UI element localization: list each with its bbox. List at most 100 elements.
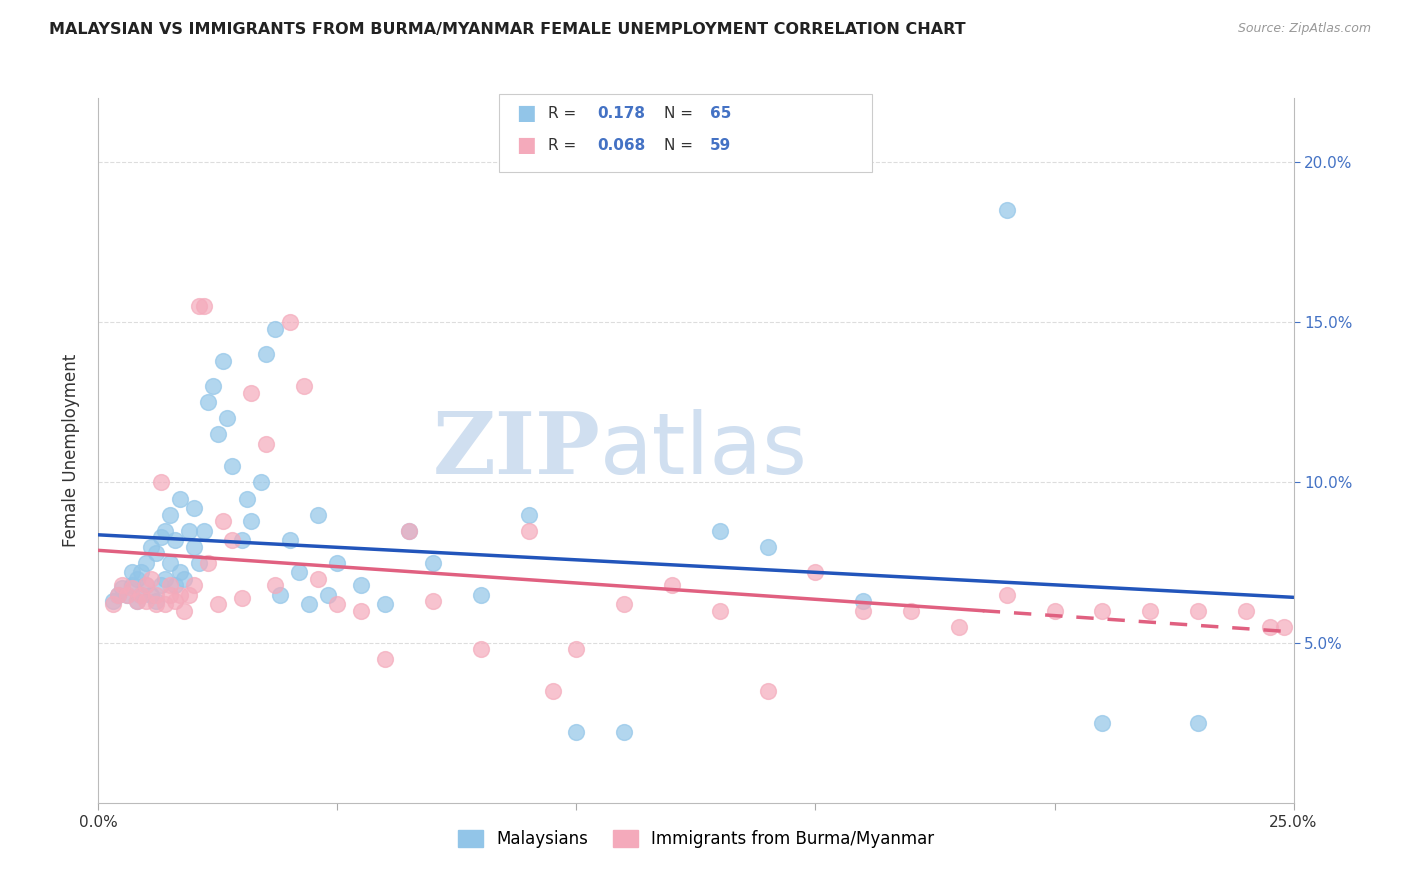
Point [374,597,396,611]
Text: atlas: atlas [600,409,808,492]
Point [398,524,420,538]
Point [1187,715,1209,730]
Point [121,578,143,592]
Point [149,475,172,490]
Point [398,524,420,538]
Text: MALAYSIAN VS IMMIGRANTS FROM BURMA/MYANMAR FEMALE UNEMPLOYMENT CORRELATION CHART: MALAYSIAN VS IMMIGRANTS FROM BURMA/MYANM… [49,22,966,37]
Point [111,578,134,592]
Point [155,597,177,611]
Point [179,588,201,602]
Point [149,530,172,544]
Text: ■: ■ [516,103,536,123]
Point [197,395,219,409]
Point [517,524,540,538]
Point [202,379,225,393]
Text: Source: ZipAtlas.com: Source: ZipAtlas.com [1237,22,1371,36]
Point [125,572,148,586]
Point [221,533,243,548]
Point [131,588,153,602]
Point [470,642,492,657]
Point [125,594,148,608]
Point [159,556,181,570]
Point [948,619,970,633]
Point [163,594,186,608]
Point [565,642,588,657]
Point [756,540,779,554]
Point [709,604,731,618]
Point [852,594,875,608]
Text: 0.178: 0.178 [598,106,645,120]
Point [264,578,287,592]
Point [121,581,143,595]
Text: R =: R = [548,138,582,153]
Point [155,524,177,538]
Point [197,556,219,570]
Point [1139,604,1161,618]
Point [565,725,588,739]
Point [135,556,157,570]
Point [173,604,195,618]
Point [307,572,329,586]
Point [159,588,181,602]
Point [183,540,205,554]
Point [350,604,373,618]
Point [900,604,922,618]
Point [169,491,191,506]
Point [163,533,186,548]
Point [163,578,186,592]
Point [169,565,191,579]
Point [125,594,148,608]
Point [804,565,827,579]
Point [613,597,636,611]
Y-axis label: Female Unemployment: Female Unemployment [62,354,80,547]
Point [264,322,287,336]
Point [422,594,444,608]
Point [1091,715,1114,730]
Point [235,491,257,506]
Point [193,524,215,538]
Point [1258,619,1281,633]
Point [115,588,138,602]
Point [107,588,129,602]
Point [231,591,253,605]
Point [254,347,277,361]
Legend: Malaysians, Immigrants from Burma/Myanmar: Malaysians, Immigrants from Burma/Myanma… [451,822,941,855]
Point [145,594,167,608]
Point [139,572,162,586]
Point [169,588,191,602]
Point [852,604,875,618]
Point [1272,619,1295,633]
Point [183,578,205,592]
Point [517,508,540,522]
Point [250,475,273,490]
Point [217,411,239,425]
Point [179,524,201,538]
Point [159,508,181,522]
Point [101,594,124,608]
Text: 0.068: 0.068 [598,138,645,153]
Text: 65: 65 [710,106,731,120]
Point [307,508,329,522]
Point [995,203,1018,218]
Point [135,578,157,592]
Point [155,572,177,586]
Point [1187,604,1209,618]
Text: N =: N = [664,106,697,120]
Point [145,546,167,560]
Point [756,683,779,698]
Point [613,725,636,739]
Point [115,588,138,602]
Text: N =: N = [664,138,697,153]
Point [107,588,129,602]
Text: 59: 59 [710,138,731,153]
Point [183,501,205,516]
Point [1091,604,1114,618]
Point [240,514,263,528]
Point [193,299,215,313]
Point [139,588,162,602]
Point [101,597,124,611]
Point [135,578,157,592]
Point [709,524,731,538]
Point [131,565,153,579]
Point [1043,604,1066,618]
